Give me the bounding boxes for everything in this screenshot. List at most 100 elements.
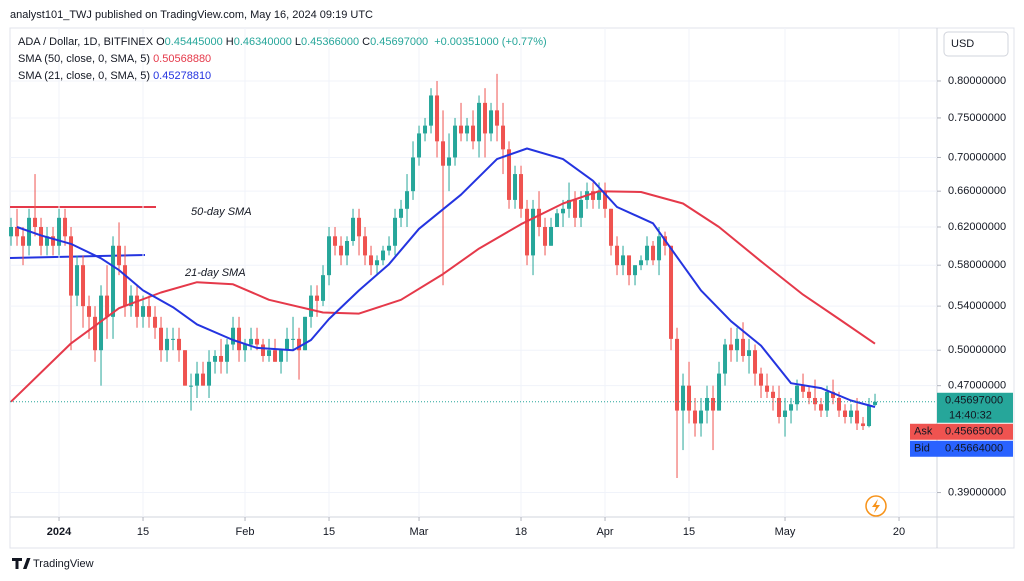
- candle-body: [51, 236, 56, 246]
- candle-body: [291, 338, 296, 340]
- candle-body: [705, 397, 710, 411]
- legend-value: 0.50568880: [153, 53, 212, 65]
- candle-body: [309, 295, 314, 317]
- candle-body: [399, 208, 404, 218]
- candle-body: [741, 338, 746, 356]
- currency-button[interactable]: [943, 31, 1009, 57]
- candle-body: [435, 95, 440, 142]
- candle-body: [321, 275, 326, 301]
- candle-body: [357, 217, 362, 237]
- ohlc-key: H: [225, 36, 234, 48]
- ohlc-key: O: [156, 36, 165, 48]
- candle-body: [789, 404, 794, 411]
- ohlc-value: 0.45366000: [300, 36, 360, 48]
- candle-body: [333, 236, 338, 246]
- candle-body: [837, 397, 842, 411]
- last-price-label: 0.45697000: [945, 395, 1003, 407]
- candle-body: [429, 95, 434, 126]
- candle-body: [579, 199, 584, 218]
- candle-body: [441, 141, 446, 166]
- candle-body: [339, 245, 344, 256]
- bid-label: 0.45664000: [945, 443, 1003, 455]
- candle-body: [621, 255, 626, 266]
- symbol: ADA / Dollar, 1D, BITFINEX: [18, 36, 154, 48]
- y-tick-label: 0.50000000: [948, 344, 1006, 356]
- candle-body: [513, 174, 518, 200]
- x-tick-label: 18: [515, 526, 527, 538]
- legend-row: SMA (50, close, 0, SMA, 5) 0.50568880: [18, 51, 550, 68]
- candle-body: [315, 295, 320, 301]
- candle-body: [159, 327, 164, 351]
- candle-body: [255, 338, 260, 345]
- candle-body: [411, 157, 416, 192]
- ask-box: [937, 423, 1013, 440]
- candle-body: [375, 260, 380, 266]
- candle-body: [189, 385, 194, 387]
- candle-body: [519, 174, 524, 209]
- candle-body: [609, 208, 614, 246]
- candle-body: [777, 397, 782, 417]
- legend: ADA / Dollar, 1D, BITFINEX O0.45445000 H0.…: [18, 34, 550, 85]
- candle-body: [207, 361, 212, 386]
- candle-body: [765, 385, 770, 392]
- x-tick-label: 15: [323, 526, 335, 538]
- annotation: 50-day SMA: [191, 206, 252, 218]
- bid-name: Bid: [914, 443, 930, 455]
- candle-body: [657, 236, 662, 261]
- sma-line: [16, 147, 876, 408]
- candle-body: [693, 410, 698, 424]
- ask-tag: [910, 423, 937, 440]
- candle-body: [369, 255, 374, 266]
- candle-body: [483, 102, 488, 134]
- y-tick-label: 0.66000000: [948, 185, 1006, 197]
- candle-body: [417, 133, 422, 158]
- candle-body: [819, 404, 824, 411]
- candle-body: [807, 391, 812, 398]
- candle-body: [699, 410, 704, 424]
- candle-body: [393, 217, 398, 246]
- chart-frame: [9, 27, 1015, 549]
- candle-body: [681, 385, 686, 411]
- x-tick-label: May: [775, 526, 796, 538]
- candle-body: [855, 410, 860, 424]
- candle-body: [525, 208, 530, 256]
- candle-body: [873, 401, 878, 405]
- candle-body: [747, 350, 752, 356]
- candle-body: [591, 191, 596, 200]
- candle-body: [165, 338, 170, 351]
- legend-row: ADA / Dollar, 1D, BITFINEX O0.45445000 H0.…: [18, 34, 550, 51]
- candle-body: [345, 241, 350, 256]
- candle-body: [861, 423, 866, 427]
- ohlc-value: 0.46340000: [233, 36, 292, 48]
- candle-body: [327, 236, 332, 276]
- candle-body: [219, 355, 224, 362]
- y-tick-label: 0.54000000: [948, 300, 1006, 312]
- candle-body: [783, 410, 788, 417]
- candle-body: [351, 217, 356, 242]
- ask-label: 0.45665000: [945, 426, 1003, 438]
- candle-body: [153, 316, 158, 328]
- y-tick-label: 0.47000000: [948, 380, 1006, 392]
- candle-body: [63, 217, 68, 237]
- ohlc-key: C: [362, 36, 371, 48]
- candle-body: [555, 213, 560, 227]
- candle-body: [669, 245, 674, 339]
- candle-body: [285, 338, 290, 351]
- candle-body: [603, 191, 608, 209]
- candle-body: [825, 391, 830, 411]
- candle-body: [135, 295, 140, 317]
- candle-body: [627, 255, 632, 276]
- candle-body: [183, 350, 188, 386]
- candle-body: [723, 344, 728, 374]
- candle-body: [201, 373, 206, 386]
- candle-body: [867, 405, 872, 427]
- candle-body: [129, 295, 134, 307]
- countdown: 14:40:32: [949, 410, 992, 422]
- candle-body: [447, 157, 452, 166]
- candle-body: [753, 350, 758, 374]
- candle-body: [495, 110, 500, 126]
- candle-body: [423, 125, 428, 134]
- currency[interactable]: USD: [951, 38, 974, 50]
- candle-body: [225, 344, 230, 362]
